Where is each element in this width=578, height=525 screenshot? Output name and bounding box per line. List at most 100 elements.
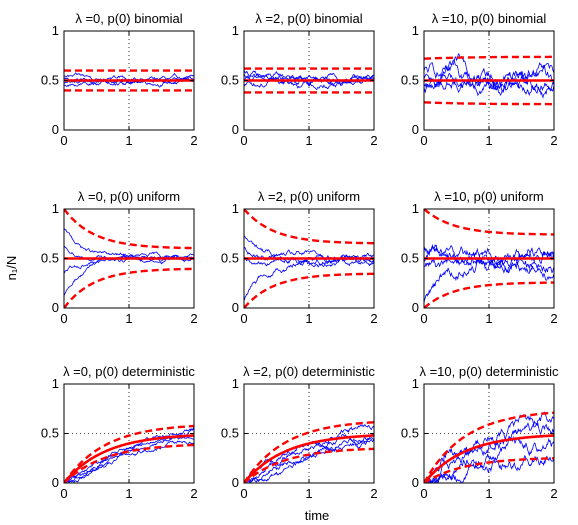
x-tick-label: 2 (550, 486, 557, 501)
x-tick-label: 1 (125, 133, 132, 148)
x-tick-label: 1 (125, 486, 132, 501)
y-tick-label: 0.5 (41, 251, 59, 266)
trajectory-line (424, 435, 554, 483)
y-tick-label: 0 (52, 475, 59, 490)
x-tick-label: 0 (240, 133, 247, 148)
panel-3-1: λ =0, p(0) deterministic 0 1 2 0 0.5 1 (41, 364, 198, 501)
trajectory-line (244, 70, 374, 91)
trajectory-line (244, 252, 374, 301)
figure-y-axis-label: n₁/N (4, 256, 19, 281)
x-tick-label: 1 (485, 133, 492, 148)
y-tick-label: 0.5 (221, 426, 239, 441)
y-tick-label: 0 (232, 475, 239, 490)
y-tick-label: 1 (412, 201, 419, 216)
lower-bound-line (424, 281, 554, 308)
y-tick-label: 1 (52, 201, 59, 216)
y-tick-label: 1 (52, 23, 59, 38)
lower-bound-line (424, 457, 554, 483)
y-tick-label: 0.5 (401, 426, 419, 441)
y-tick-label: 1 (412, 23, 419, 38)
trajectory-line (424, 59, 554, 100)
trajectory-line (244, 432, 374, 483)
upper-bound-line (424, 209, 554, 236)
x-tick-label: 0 (60, 311, 67, 326)
panel-3-2: λ =2, p(0) deterministic 0 1 2 0 0.5 1 (221, 364, 378, 501)
x-tick-label: 0 (60, 486, 67, 501)
panel-1-3: λ =10, p(0) binomial 0 1 2 0 0.5 1 (401, 11, 558, 148)
x-tick-label: 2 (370, 486, 377, 501)
y-tick-label: 0.5 (401, 73, 419, 88)
y-tick-label: 0.5 (41, 73, 59, 88)
panel-2-3: λ =10, p(0) uniform 0 1 2 0 0.5 1 (401, 189, 558, 326)
y-tick-label: 0 (52, 122, 59, 137)
y-tick-label: 1 (232, 23, 239, 38)
y-tick-label: 0.5 (401, 251, 419, 266)
trajectory-line (424, 53, 554, 97)
y-tick-label: 0 (52, 300, 59, 315)
x-tick-label: 2 (550, 311, 557, 326)
trajectory-line (424, 455, 554, 483)
x-tick-label: 0 (420, 133, 427, 148)
y-tick-label: 0 (412, 475, 419, 490)
x-tick-label: 0 (420, 311, 427, 326)
upper-bound-line (424, 411, 554, 483)
y-tick-label: 0.5 (41, 426, 59, 441)
x-tick-label: 0 (60, 133, 67, 148)
trajectory-line (424, 243, 554, 281)
x-tick-label: 1 (305, 311, 312, 326)
trajectory-line (424, 245, 554, 270)
y-tick-label: 0 (412, 300, 419, 315)
upper-bound-line (244, 209, 374, 245)
y-tick-label: 1 (232, 201, 239, 216)
panel-title: λ =2, p(0) uniform (258, 189, 360, 204)
panel-title: λ =0, p(0) deterministic (63, 364, 195, 379)
upper-bound-line (244, 421, 374, 483)
x-tick-label: 2 (190, 486, 197, 501)
lower-bound-line (244, 447, 374, 483)
lower-bound-line (64, 443, 194, 483)
mean-line (244, 434, 374, 483)
upper-bound-line (424, 55, 554, 60)
trajectory-line (64, 427, 194, 483)
lower-bound-line (244, 272, 374, 308)
y-tick-label: 0 (232, 122, 239, 137)
x-tick-label: 1 (305, 133, 312, 148)
y-tick-label: 0 (232, 300, 239, 315)
y-tick-label: 1 (52, 376, 59, 391)
panel-title: λ =2, p(0) deterministic (243, 364, 375, 379)
panel-1-1: λ =0, p(0) binomial 0 1 2 0 0.5 1 (41, 11, 198, 148)
panel-title: λ =0, p(0) binomial (75, 11, 182, 26)
x-tick-label: 1 (125, 311, 132, 326)
figure-x-axis-label: time (305, 508, 330, 523)
x-tick-label: 2 (370, 311, 377, 326)
x-tick-label: 2 (190, 311, 197, 326)
x-tick-label: 2 (370, 133, 377, 148)
y-tick-label: 1 (232, 376, 239, 391)
x-tick-label: 2 (550, 133, 557, 148)
mean-line (424, 434, 554, 483)
upper-bound-line (64, 424, 194, 483)
y-tick-label: 1 (412, 376, 419, 391)
y-tick-label: 0 (412, 122, 419, 137)
x-tick-label: 0 (240, 311, 247, 326)
panel-1-2: λ =2, p(0) binomial 0 1 2 0 0.5 1 (221, 11, 378, 148)
panel-title: λ =10, p(0) deterministic (419, 364, 559, 379)
panel-3-3: λ =10, p(0) deterministic 0 1 2 0 0.5 1 (401, 364, 559, 501)
y-tick-label: 0.5 (221, 251, 239, 266)
x-tick-label: 2 (190, 133, 197, 148)
y-tick-label: 0.5 (221, 73, 239, 88)
lower-bound-line (64, 267, 194, 308)
mean-line (64, 434, 194, 483)
panel-title: λ =0, p(0) uniform (78, 189, 180, 204)
x-tick-label: 1 (485, 486, 492, 501)
x-tick-label: 1 (485, 311, 492, 326)
upper-bound-line (64, 209, 194, 250)
x-tick-label: 0 (240, 486, 247, 501)
trajectory-line (424, 411, 554, 483)
trajectory-line (64, 440, 194, 483)
panel-title: λ =10, p(0) binomial (432, 11, 547, 26)
panel-2-2: λ =2, p(0) uniform 0 1 2 0 0.5 1 (221, 189, 378, 326)
x-tick-label: 1 (305, 486, 312, 501)
panel-2-1: λ =0, p(0) uniform 0 1 2 0 0.5 1 (41, 189, 198, 326)
